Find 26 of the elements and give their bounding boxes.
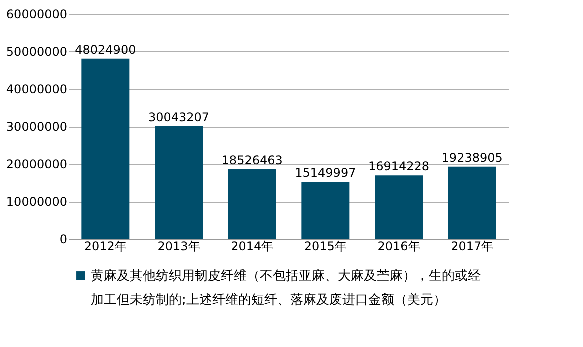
legend-label: 黄麻及其他纺织用韧皮纤维（不包括亚麻、大麻及苎麻），生的或经加工但未纺制的;上述纤维的短纤、落麻及废进口金额（美元） (91, 269, 481, 308)
data-label: 18526463 (222, 154, 283, 168)
y-tick-label: 40000000 (6, 82, 68, 96)
y-tick-label: 60000000 (6, 8, 68, 22)
data-label: 16914228 (368, 160, 430, 174)
x-tick-label: 2013年 (158, 240, 200, 254)
data-label: 19238905 (442, 150, 503, 165)
y-tick-label: 50000000 (6, 45, 68, 59)
x-tick-label: 2015年 (304, 240, 347, 254)
x-tick-label: 2012年 (84, 240, 127, 254)
bar (302, 182, 350, 239)
x-tick-label: 2016年 (378, 240, 420, 254)
y-tick-label: 0 (60, 232, 68, 246)
x-tick-label: 2017年 (451, 240, 494, 254)
bar (82, 58, 130, 239)
data-label: 48024900 (75, 42, 136, 57)
bar (375, 176, 423, 239)
x-tick-label: 2014年 (231, 240, 274, 254)
y-tick-label: 20000000 (6, 158, 68, 172)
y-tick-label: 30000000 (6, 120, 68, 134)
data-label: 15149997 (295, 166, 356, 180)
data-label: 30043207 (148, 110, 210, 124)
y-tick-label: 10000000 (6, 195, 68, 209)
bar (448, 166, 496, 239)
bar (228, 170, 276, 239)
bar (155, 126, 203, 239)
